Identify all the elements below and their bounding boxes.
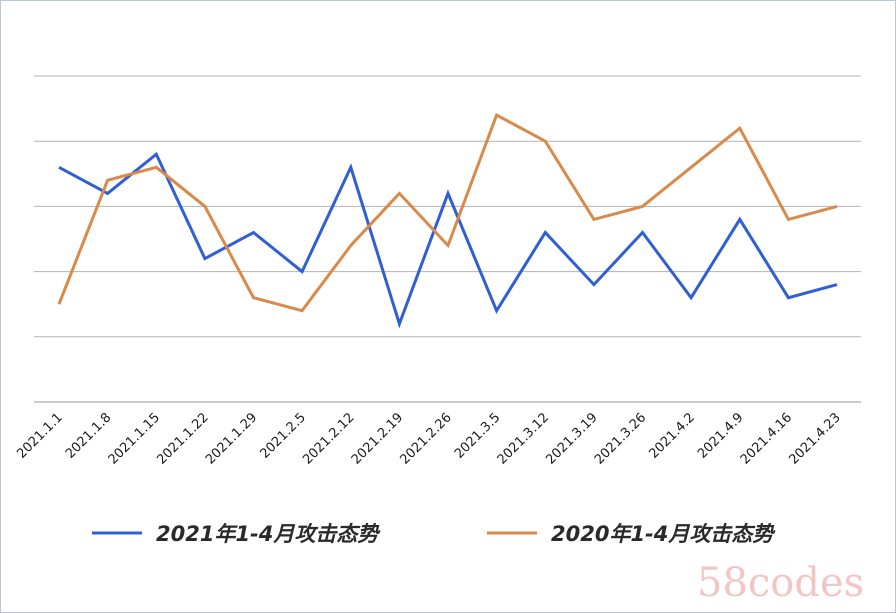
legend: 2021年1-4月攻击态势 2020年1-4月攻击态势 (92, 522, 776, 546)
x-tick-label: 2021.3.12 (495, 410, 552, 467)
x-tick-label: 2021.4.9 (695, 410, 747, 462)
x-tick-label: 2021.1.15 (106, 410, 163, 467)
x-tick-label: 2021.3.19 (543, 410, 600, 467)
x-tick-label: 2021.2.12 (300, 410, 357, 467)
legend-label-2020: 2020年1-4月攻击态势 (551, 522, 776, 546)
x-tick-label: 2021.3.5 (452, 410, 504, 462)
x-tick-label: 2021.1.8 (63, 410, 115, 462)
legend-label-2021: 2021年1-4月攻击态势 (156, 522, 381, 546)
x-tick-label: 2021.2.26 (397, 410, 454, 467)
x-tick-label: 2021.4.2 (646, 410, 698, 462)
x-tick-label: 2021.4.23 (786, 410, 843, 467)
gridlines (34, 75, 861, 403)
series-lines (57, 112, 838, 329)
x-tick-label: 2021.1.1 (14, 410, 66, 462)
x-tick-labels: 2021.1.12021.1.82021.1.152021.1.222021.1… (14, 410, 844, 467)
watermark: 58codes (697, 560, 864, 606)
series-line-0 (58, 151, 838, 329)
x-tick-label: 2021.2.19 (349, 410, 406, 467)
series-line-1 (57, 112, 838, 313)
x-tick-label: 2021.4.16 (738, 410, 795, 467)
x-tick-label: 2021.1.29 (203, 410, 260, 467)
x-tick-label: 2021.1.22 (154, 410, 211, 467)
x-tick-label: 2021.2.5 (257, 410, 309, 462)
x-tick-label: 2021.3.26 (592, 410, 649, 467)
